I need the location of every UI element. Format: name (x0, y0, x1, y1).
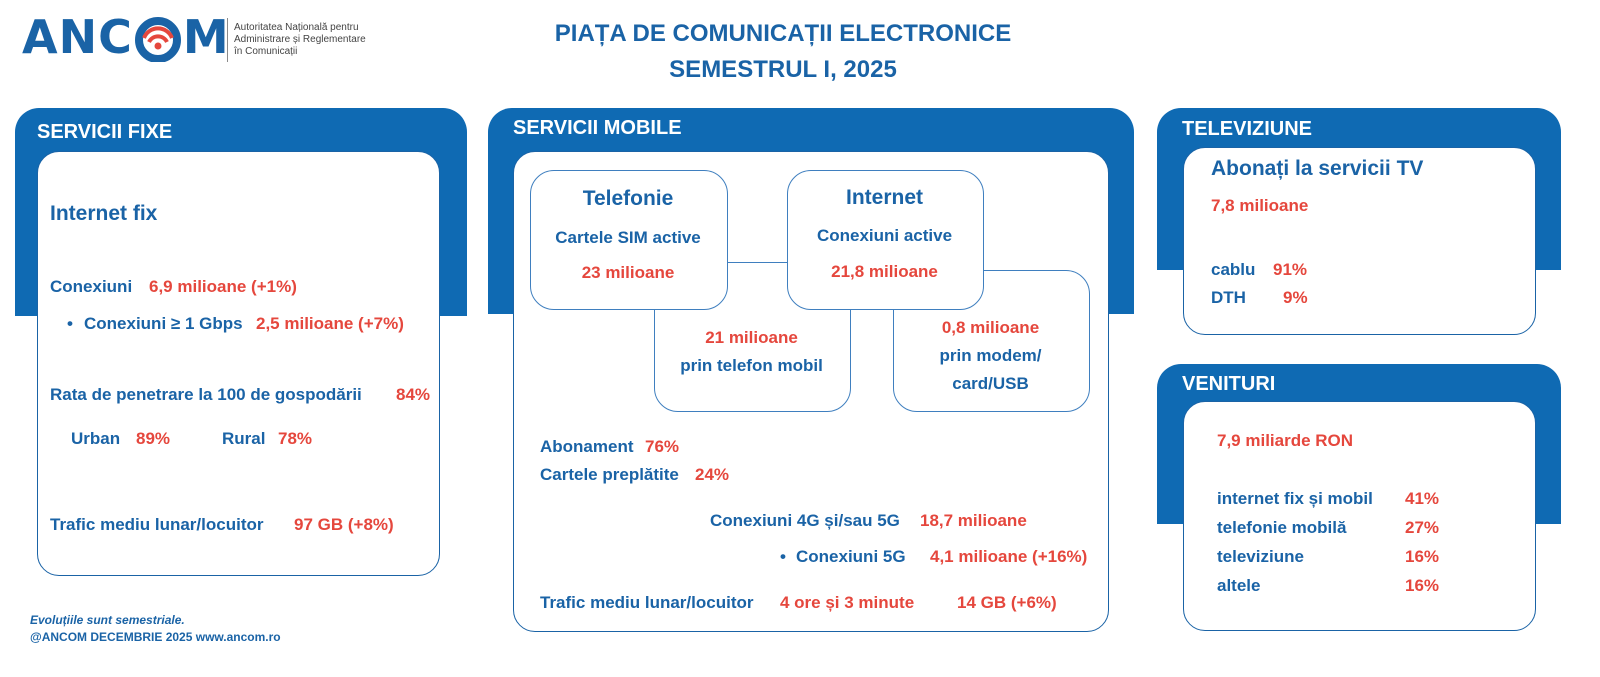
revenue-item-label: televiziune (1217, 547, 1304, 566)
by-modem-label-line2: card/USB (952, 374, 1029, 393)
footer-copyright: @ANCOM DECEMBRIE 2025 www.ancom.ro (30, 630, 281, 644)
fixed-connections-value: 6,9 milioane (+1%) (149, 277, 297, 296)
bullet: • (780, 547, 786, 566)
revenue-item-value: 16% (1405, 547, 1440, 566)
tv-card (1183, 147, 1536, 335)
page-title: PIAȚA DE COMUNICAȚII ELECTRONICE (554, 20, 1012, 47)
wifi-signal-icon (133, 14, 183, 62)
logo-tagline: Autoritatea Națională pentru Administrar… (234, 22, 366, 57)
prepaid-label: Cartele preplătite (540, 465, 679, 484)
tv-header: TELEVIZIUNE (1182, 118, 1313, 140)
fixed-urban-value: 89% (136, 429, 171, 448)
fixed-penetration-label: Rata de penetrare la 100 de gospodării (50, 385, 362, 404)
internet-label: Conexiuni active (816, 226, 953, 245)
revenue-header: VENITURI (1182, 373, 1276, 395)
fixed-rural-value: 78% (278, 429, 313, 448)
by-phone-value: 21 milioane (705, 328, 798, 347)
tv-cable-label: cablu (1211, 260, 1256, 279)
revenue-item-label: altele (1217, 576, 1261, 595)
prepaid-value: 24% (695, 465, 730, 484)
revenue-card (1183, 401, 1536, 631)
telephony-bubble (530, 170, 728, 310)
fixed-services-card (37, 151, 440, 576)
conn-4g5g-label: Conexiuni 4G și/sau 5G (710, 511, 900, 530)
revenue-item-value: 41% (1405, 489, 1440, 508)
revenue-item-label: telefonie mobilă (1217, 518, 1347, 537)
fixed-gbps-label: Conexiuni ≥ 1 Gbps (84, 314, 243, 333)
fixed-gbps-value: 2,5 milioane (+7%) (256, 314, 404, 333)
ancom-logo: ANC M (22, 14, 230, 62)
fixed-penetration-value: 84% (396, 385, 431, 404)
fixed-traffic-value: 97 GB (+8%) (294, 515, 394, 534)
conn-4g5g-value: 18,7 milioane (920, 511, 1027, 530)
tv-title: Abonați la servicii TV (1211, 157, 1424, 180)
mobile-traffic-data: 14 GB (+6%) (957, 593, 1057, 612)
by-modem-label-line1: prin modem/ (939, 346, 1042, 365)
fixed-connections-label: Conexiuni (50, 277, 133, 296)
by-modem-value: 0,8 milioane (941, 318, 1040, 337)
logo-wordmark-left: ANC (22, 10, 133, 64)
tv-cable-value: 91% (1273, 260, 1308, 279)
mobile-traffic-time: 4 ore și 3 minute (780, 593, 915, 612)
revenue-item-value: 16% (1405, 576, 1440, 595)
fixed-rural-label: Rural (222, 429, 266, 448)
mobile-services-header: SERVICII MOBILE (513, 117, 682, 139)
mobile-traffic-label: Trafic mediu lunar/locuitor (540, 593, 754, 612)
subscription-label: Abonament (540, 437, 634, 456)
internet-title: Internet (845, 186, 923, 209)
conn-5g-label: Conexiuni 5G (796, 547, 906, 566)
telephony-value: 23 milioane (581, 263, 675, 282)
tv-value: 7,8 milioane (1211, 196, 1309, 215)
logo-divider (227, 18, 228, 62)
tv-dth-label: DTH (1211, 288, 1246, 307)
conn-5g-value: 4,1 milioane (+16%) (930, 547, 1088, 566)
subscription-value: 76% (645, 437, 680, 456)
revenue-item-label: internet fix și mobil (1217, 489, 1373, 508)
by-phone-label: prin telefon mobil (680, 356, 823, 375)
footer-note: Evoluțiile sunt semestriale. (30, 613, 185, 627)
telephony-label: Cartele SIM active (555, 228, 701, 247)
bullet: • (67, 314, 73, 333)
fixed-services-header: SERVICII FIXE (37, 121, 173, 143)
tv-dth-value: 9% (1283, 288, 1308, 307)
revenue-item-value: 27% (1405, 518, 1440, 537)
fixed-traffic-label: Trafic mediu lunar/locuitor (50, 515, 264, 534)
telephony-title: Telefonie (582, 187, 674, 210)
logo-wordmark-right: M (182, 10, 230, 64)
revenue-value: 7,9 miliarde RON (1217, 431, 1354, 450)
internet-value: 21,8 milioane (831, 262, 938, 281)
fixed-urban-label: Urban (71, 429, 121, 448)
page-subtitle: SEMESTRUL I, 2025 (669, 56, 897, 83)
internet-bubble (787, 170, 984, 310)
fixed-internet-title: Internet fix (50, 202, 158, 225)
